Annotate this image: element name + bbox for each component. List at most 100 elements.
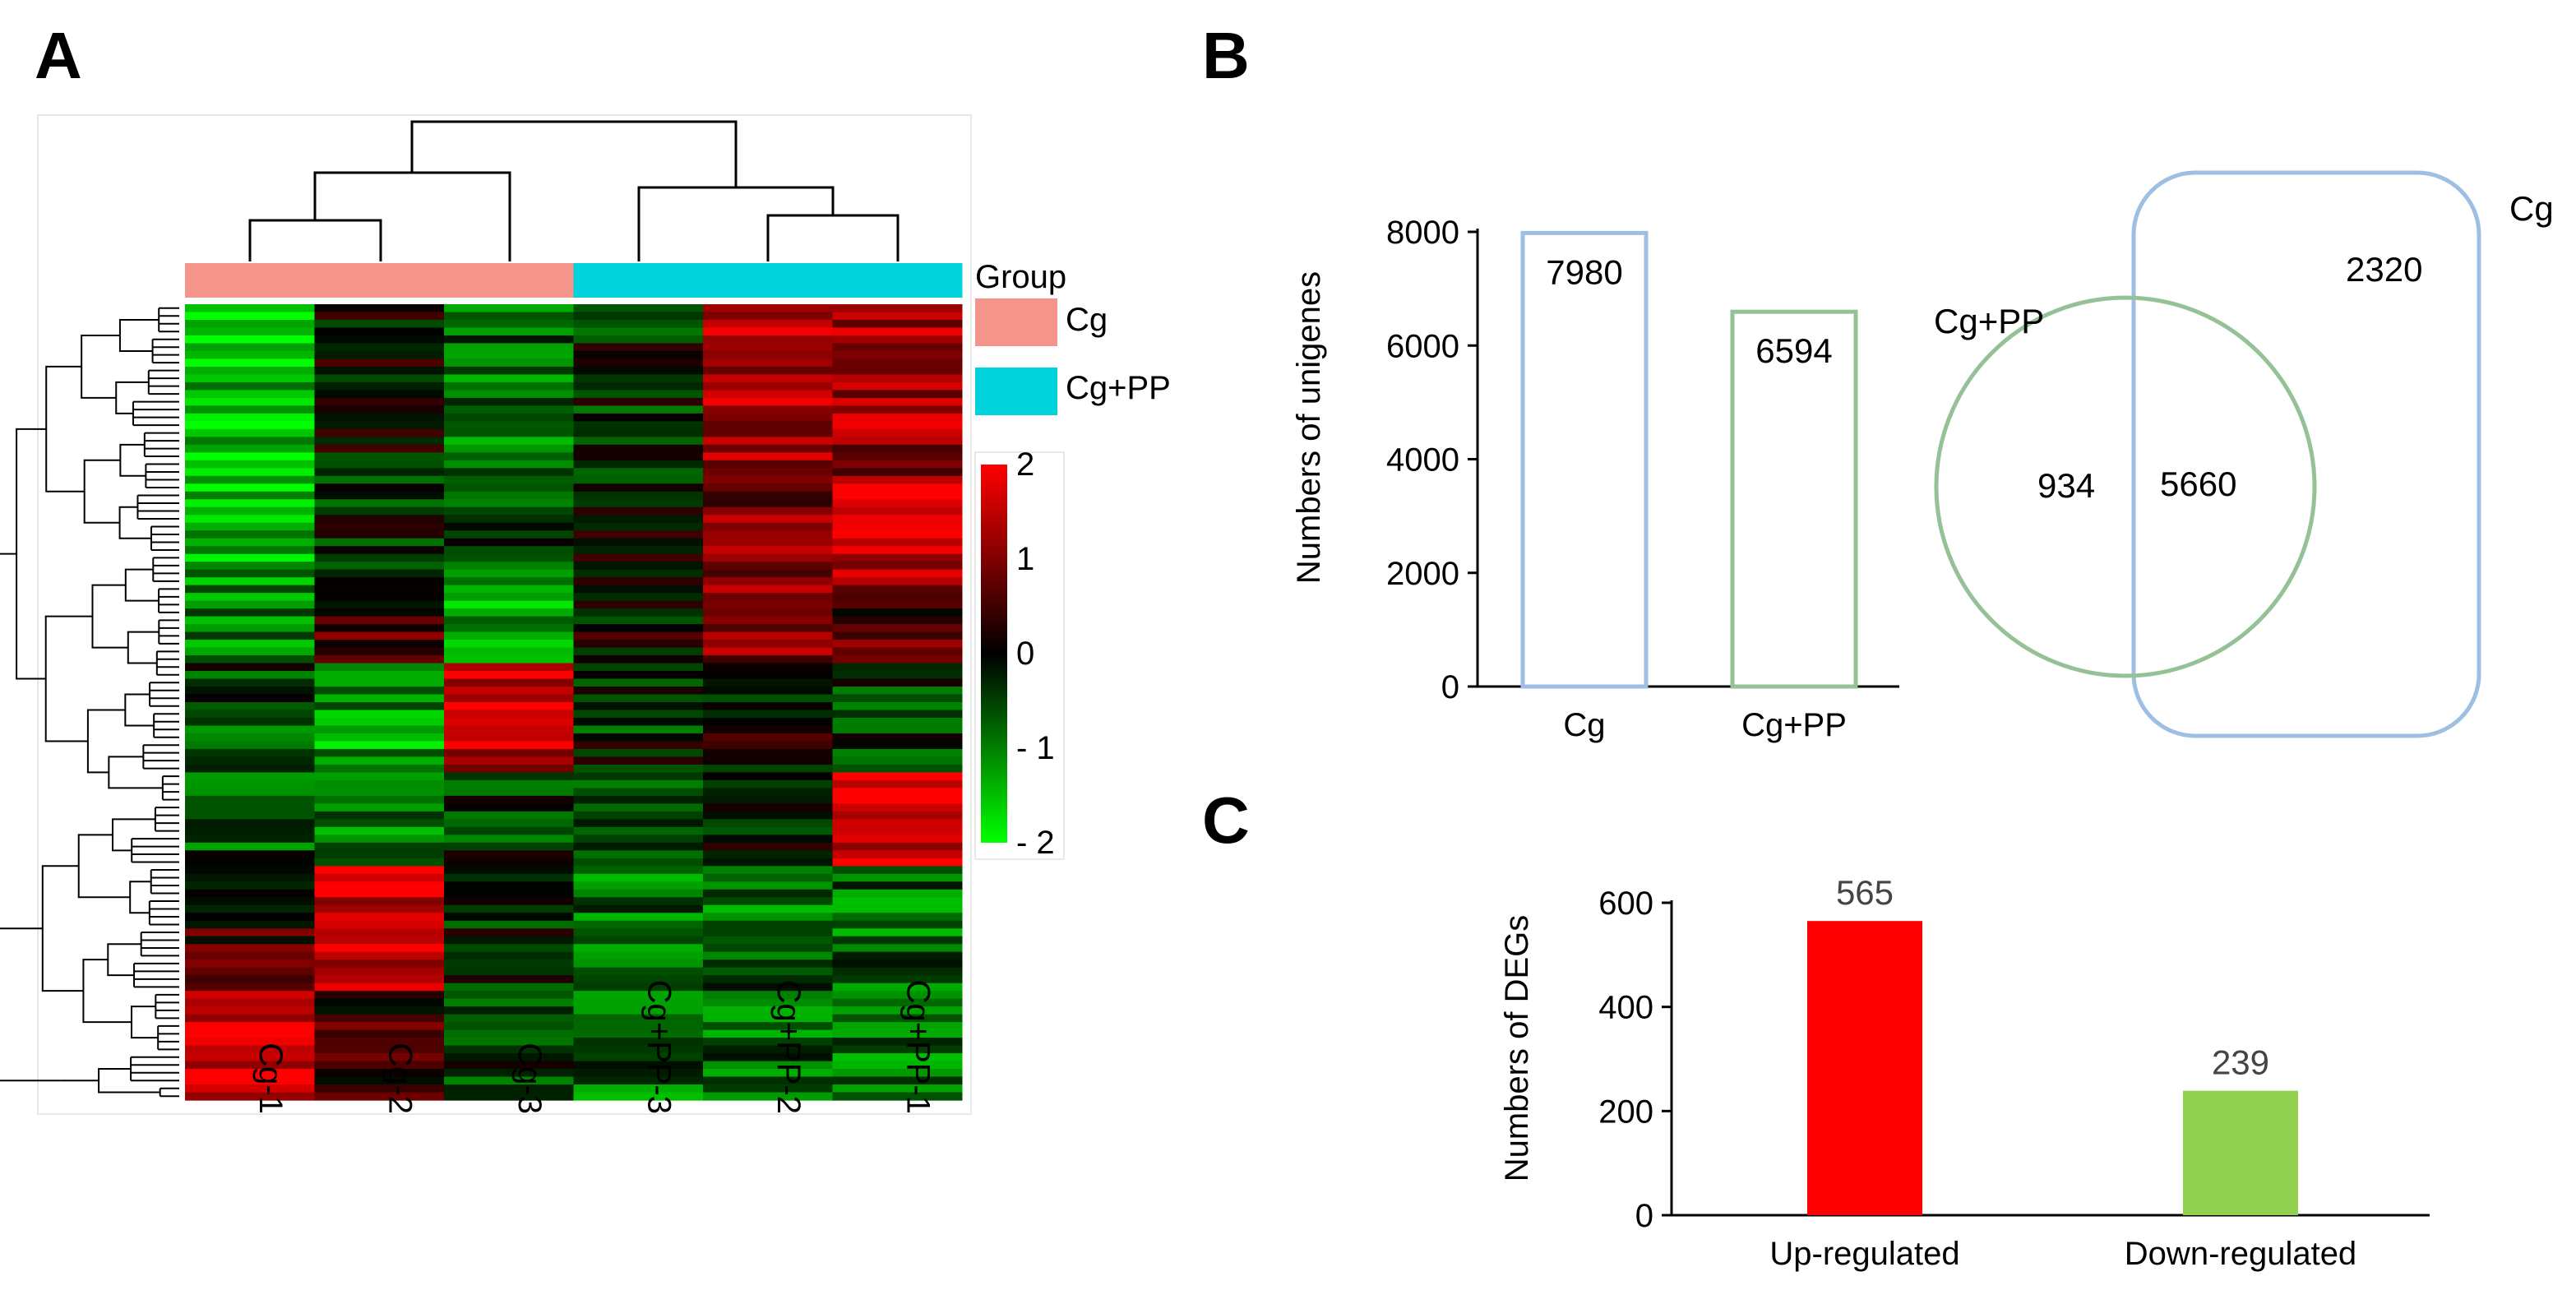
x-tick-label-Cg+PP: Cg+PP bbox=[1741, 707, 1847, 743]
heatmap-cell bbox=[185, 663, 315, 672]
heatmap-cell bbox=[314, 312, 445, 321]
heatmap-cell bbox=[314, 866, 445, 875]
heatmap-cell bbox=[703, 928, 833, 937]
heatmap-cell bbox=[185, 678, 315, 687]
heatmap-cell bbox=[573, 546, 704, 555]
heatmap-cell bbox=[703, 881, 833, 890]
heatmap-cell bbox=[314, 671, 445, 680]
heatmap-cell bbox=[703, 413, 833, 422]
heatmap-cell bbox=[832, 1069, 963, 1078]
heatmap-cell bbox=[444, 897, 574, 906]
heatmap-cell bbox=[444, 951, 574, 960]
row-dendro-link bbox=[83, 459, 121, 524]
heatmap-cell bbox=[573, 920, 704, 929]
heatmap-cell bbox=[832, 437, 963, 446]
heatmap-cell bbox=[314, 842, 445, 851]
y-tick-label: 0 bbox=[1441, 669, 1459, 705]
heatmap-cell bbox=[444, 631, 574, 640]
heatmap-cell bbox=[444, 1045, 574, 1054]
heatmap-cell bbox=[832, 327, 963, 336]
heatmap-cell bbox=[703, 842, 833, 851]
heatmap-cell bbox=[832, 1084, 963, 1094]
group-bar-cell-4 bbox=[573, 263, 704, 298]
heatmap-cell bbox=[832, 428, 963, 437]
heatmap-cell bbox=[832, 967, 963, 976]
heatmap-cell bbox=[185, 788, 315, 797]
heatmap-cell bbox=[314, 779, 445, 788]
heatmap-cell bbox=[444, 374, 574, 383]
heatmap-cell bbox=[703, 397, 833, 406]
heatmap-cell bbox=[444, 1084, 574, 1094]
heatmap-cell bbox=[832, 756, 963, 765]
heatmap-cell bbox=[573, 600, 704, 609]
heatmap-cell bbox=[573, 756, 704, 765]
heatmap-cell bbox=[185, 405, 315, 414]
heatmap-cell bbox=[573, 779, 704, 788]
heatmap-cell bbox=[314, 530, 445, 539]
heatmap-cell bbox=[444, 850, 574, 859]
heatmap-cell bbox=[185, 1061, 315, 1070]
heatmap-cell bbox=[703, 1014, 833, 1023]
heatmap-cell bbox=[444, 343, 574, 352]
venn-label-cgpp: Cg+PP bbox=[1934, 302, 2044, 340]
heatmap-cell bbox=[573, 350, 704, 360]
heatmap-cell bbox=[832, 1092, 963, 1101]
heatmap-cell bbox=[832, 687, 963, 696]
heatmap-cell bbox=[832, 897, 963, 906]
heatmap-cell bbox=[573, 826, 704, 835]
heatmap-cell bbox=[703, 631, 833, 640]
heatmap-cell bbox=[703, 444, 833, 453]
color-scale-frame bbox=[974, 451, 1065, 860]
group-bar-cell-2 bbox=[314, 263, 445, 298]
heatmap-cell bbox=[703, 983, 833, 992]
heatmap-cell bbox=[444, 593, 574, 602]
row-dendro-link bbox=[16, 428, 47, 680]
heatmap-cell bbox=[703, 546, 833, 555]
heatmap-cell bbox=[314, 928, 445, 937]
heatmap-cell bbox=[314, 397, 445, 406]
heatmap-cell bbox=[703, 304, 833, 313]
heatmap-cell bbox=[185, 538, 315, 547]
heatmap-cell bbox=[573, 1061, 704, 1070]
heatmap-cell bbox=[703, 437, 833, 446]
y-tick-label: 2000 bbox=[1386, 556, 1459, 592]
heatmap-cell bbox=[703, 335, 833, 344]
heatmap-cell bbox=[832, 374, 963, 383]
heatmap-cell bbox=[703, 873, 833, 882]
heatmap-cell bbox=[314, 428, 445, 437]
heatmap-cell bbox=[832, 577, 963, 586]
heatmap-cell bbox=[703, 733, 833, 742]
heatmap-cell bbox=[314, 640, 445, 649]
heatmap-cell bbox=[832, 1045, 963, 1054]
heatmap-cell bbox=[185, 897, 315, 906]
heatmap-cell bbox=[444, 795, 574, 804]
heatmap-cell bbox=[314, 452, 445, 461]
heatmap-cell bbox=[444, 913, 574, 922]
heatmap-cell bbox=[444, 506, 574, 516]
heatmap-cell bbox=[832, 530, 963, 539]
heatmap-cell bbox=[314, 967, 445, 976]
heatmap-cell bbox=[185, 967, 315, 976]
heatmap-cell bbox=[573, 585, 704, 594]
heatmap-cell bbox=[444, 390, 574, 399]
heatmap-cell bbox=[573, 506, 704, 516]
heatmap-cell bbox=[703, 585, 833, 594]
heatmap-cell bbox=[703, 748, 833, 758]
heatmap-cell bbox=[832, 936, 963, 945]
heatmap-cell bbox=[832, 764, 963, 774]
heatmap-cell bbox=[444, 553, 574, 562]
heatmap-cell bbox=[832, 975, 963, 984]
heatmap-cell bbox=[185, 452, 315, 461]
heatmap-cell bbox=[573, 975, 704, 984]
heatmap-cell bbox=[185, 835, 315, 844]
heatmap-cell bbox=[832, 881, 963, 890]
heatmap-cell bbox=[185, 998, 315, 1007]
heatmap-cell bbox=[444, 960, 574, 969]
venn-set-cg bbox=[2131, 170, 2481, 738]
group-legend-cgpp-label: Cg+PP bbox=[1066, 370, 1171, 406]
heatmap-cell bbox=[573, 944, 704, 953]
color-scale-label: 1 bbox=[1016, 541, 1034, 577]
heatmap-cell bbox=[832, 616, 963, 625]
heatmap-cell bbox=[314, 795, 445, 804]
heatmap-cell bbox=[444, 779, 574, 788]
